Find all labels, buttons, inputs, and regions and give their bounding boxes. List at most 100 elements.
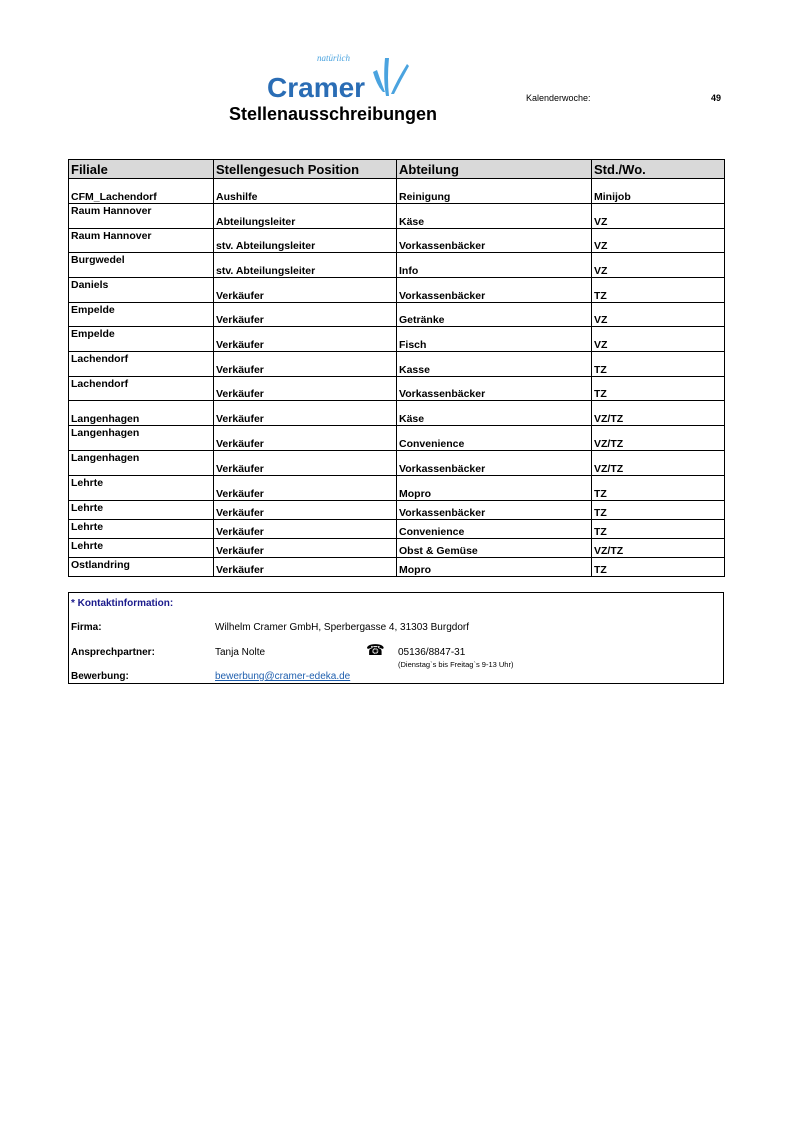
table-row: Raum Hannover Abteilungsleiter Käse VZ [68, 203, 725, 229]
abteilung-cell: Reinigung [396, 178, 592, 204]
logo-tagline: natürlich [317, 53, 350, 63]
filiale-cell: Empelde [68, 326, 214, 352]
abteilung-cell: Vorkassenbäcker [396, 450, 592, 476]
filiale-cell: CFM_Lachendorf [68, 178, 214, 204]
column-header: Stellengesuch Position [213, 159, 397, 179]
filiale-cell: Lehrte [68, 538, 214, 558]
abteilung-cell: Fisch [396, 326, 592, 352]
position-cell: Verkäufer [213, 519, 397, 539]
hours-cell: TZ [591, 519, 725, 539]
ansprechpartner-label: Ansprechpartner: [71, 647, 155, 658]
position-cell: Verkäufer [213, 500, 397, 520]
position-cell: stv. Abteilungsleiter [213, 252, 397, 278]
filiale-cell: Langenhagen [68, 450, 214, 476]
position-cell: Verkäufer [213, 326, 397, 352]
abteilung-cell: Obst & Gemüse [396, 538, 592, 558]
phone-number: 05136/8847-31 [398, 647, 466, 658]
position-cell: Verkäufer [213, 277, 397, 303]
abteilung-cell: Kasse [396, 351, 592, 377]
filiale-cell: Lehrte [68, 475, 214, 501]
hours-cell: VZ/TZ [591, 450, 725, 476]
contact-box: * Kontaktinformation: Firma: Wilhelm Cra… [68, 592, 724, 684]
ansprechpartner-value: Tanja Nolte [215, 647, 266, 658]
hours-cell: TZ [591, 557, 725, 577]
abteilung-cell: Info [396, 252, 592, 278]
hours-cell: VZ [591, 203, 725, 229]
kalenderwoche-label: Kalenderwoche: [526, 93, 591, 103]
hours-cell: TZ [591, 351, 725, 377]
hours-cell: TZ [591, 475, 725, 501]
hours-cell: VZ [591, 252, 725, 278]
filiale-cell: Raum Hannover [68, 228, 214, 253]
position-cell: Verkäufer [213, 400, 397, 426]
hours-cell: VZ/TZ [591, 425, 725, 451]
email-link[interactable]: bewerbung@cramer-edeka.de [215, 671, 351, 682]
table-row: CFM_Lachendorf Aushilfe Reinigung Minijob [68, 178, 725, 204]
hours-cell: VZ/TZ [591, 538, 725, 558]
page-title: Stellenausschreibungen [229, 104, 438, 124]
filiale-cell: Lehrte [68, 500, 214, 520]
abteilung-cell: Convenience [396, 519, 592, 539]
hours-cell: Minijob [591, 178, 725, 204]
filiale-cell: Langenhagen [68, 400, 214, 426]
position-cell: Verkäufer [213, 351, 397, 377]
position-cell: Verkäufer [213, 538, 397, 558]
firma-value: Wilhelm Cramer GmbH, Sperbergasse 4, 313… [215, 622, 469, 633]
table-row: Burgwedel stv. Abteilungsleiter Info VZ [68, 252, 725, 278]
position-cell: Verkäufer [213, 376, 397, 401]
table-row: Lachendorf Verkäufer Vorkassenbäcker TZ [68, 376, 725, 401]
filiale-cell: Raum Hannover [68, 203, 214, 229]
logo-text: Cramer [267, 72, 365, 102]
table-row: Lehrte Verkäufer Obst & Gemüse VZ/TZ [68, 538, 725, 558]
abteilung-cell: Käse [396, 203, 592, 229]
abteilung-cell: Convenience [396, 425, 592, 451]
kalenderwoche-value: 49 [711, 93, 722, 103]
position-cell: Verkäufer [213, 302, 397, 327]
filiale-cell: Ostlandring [68, 557, 214, 577]
position-cell: Verkäufer [213, 450, 397, 476]
column-header: Filiale [68, 159, 214, 179]
abteilung-cell: Vorkassenbäcker [396, 500, 592, 520]
abteilung-cell: Käse [396, 400, 592, 426]
hours-cell: TZ [591, 277, 725, 303]
filiale-cell: Burgwedel [68, 252, 214, 278]
filiale-cell: Lachendorf [68, 376, 214, 401]
hours-cell: TZ [591, 500, 725, 520]
table-row: Langenhagen Verkäufer Vorkassenbäcker VZ/TZ [68, 450, 725, 476]
column-header: Std./Wo. [591, 159, 725, 179]
table-row: Raum Hannover stv. Abteilungsleiter Vorkas… [68, 228, 725, 253]
table-row: Lehrte Verkäufer Convenience TZ [68, 519, 725, 539]
hours-cell: VZ [591, 326, 725, 352]
filiale-cell: Lehrte [68, 519, 214, 539]
abteilung-cell: Vorkassenbäcker [396, 277, 592, 303]
position-cell: Verkäufer [213, 475, 397, 501]
table-row: Empelde Verkäufer Getränke VZ [68, 302, 725, 327]
abteilung-cell: Mopro [396, 475, 592, 501]
position-cell: stv. Abteilungsleiter [213, 228, 397, 253]
filiale-cell: Lachendorf [68, 351, 214, 377]
table-row: Empelde Verkäufer Fisch VZ [68, 326, 725, 352]
table-row: Daniels Verkäufer Vorkassenbäcker TZ [68, 277, 725, 303]
hours-cell: TZ [591, 376, 725, 401]
column-header: Abteilung [396, 159, 592, 179]
table-row: Langenhagen Verkäufer Convenience VZ/TZ [68, 425, 725, 451]
firma-label: Firma: [71, 622, 102, 633]
hours-cell: VZ [591, 228, 725, 253]
filiale-cell: Daniels [68, 277, 214, 303]
abteilung-cell: Mopro [396, 557, 592, 577]
office-hours: (Dienstag`s bis Freitag`s 9-13 Uhr) [398, 660, 514, 669]
table-row: Ostlandring Verkäufer Mopro TZ [68, 557, 725, 577]
position-cell: Aushilfe [213, 178, 397, 204]
hours-cell: VZ/TZ [591, 400, 725, 426]
cramer-logo: Cramer natürlich [267, 53, 409, 102]
table-row: Lehrte Verkäufer Vorkassenbäcker TZ [68, 500, 725, 520]
telephone-icon: ☎ [366, 642, 385, 659]
jobs-table: Filiale Stellengesuch Position Abteilung St… [68, 159, 725, 577]
table-row: Langenhagen Verkäufer Käse VZ/TZ [68, 400, 725, 426]
position-cell: Verkäufer [213, 425, 397, 451]
hours-cell: VZ [591, 302, 725, 327]
position-cell: Verkäufer [213, 557, 397, 577]
bewerbung-label: Bewerbung: [71, 671, 129, 682]
contact-heading: * Kontaktinformation: [71, 598, 174, 609]
